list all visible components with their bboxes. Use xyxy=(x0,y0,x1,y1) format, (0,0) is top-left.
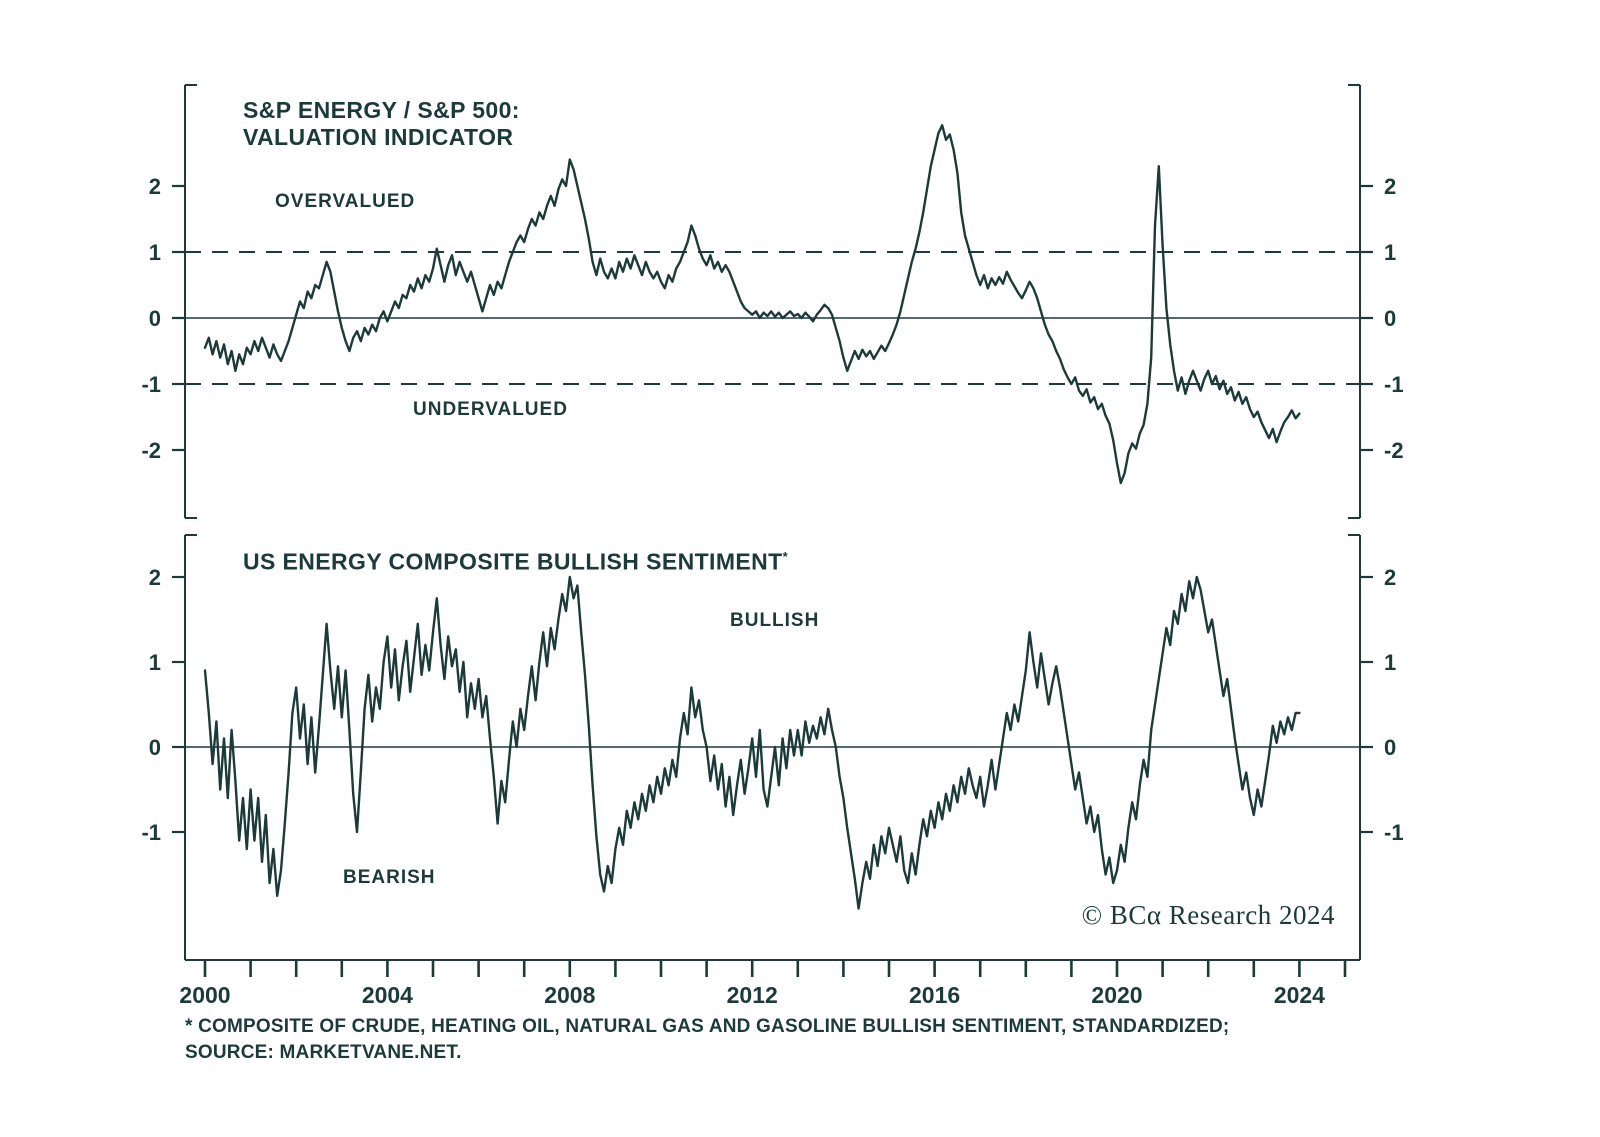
svg-text:2: 2 xyxy=(149,174,161,199)
svg-text:1: 1 xyxy=(1384,650,1396,675)
annotation-undervalued: UNDERVALUED xyxy=(413,399,568,420)
svg-text:2016: 2016 xyxy=(909,982,960,1008)
svg-text:2008: 2008 xyxy=(544,982,595,1008)
footnote-line1: * COMPOSITE OF CRUDE, HEATING OIL, NATUR… xyxy=(185,1016,1230,1037)
svg-text:2020: 2020 xyxy=(1091,982,1142,1008)
svg-text:2000: 2000 xyxy=(179,982,230,1008)
svg-text:2004: 2004 xyxy=(362,982,413,1008)
svg-text:0: 0 xyxy=(1384,306,1396,331)
svg-text:-1: -1 xyxy=(141,820,161,845)
copyright-text: © BCα Research 2024 xyxy=(1081,900,1335,930)
svg-text:0: 0 xyxy=(1384,735,1396,760)
svg-text:0: 0 xyxy=(149,306,161,331)
top-panel-title-line2: VALUATION INDICATOR xyxy=(243,124,514,150)
svg-text:2012: 2012 xyxy=(727,982,778,1008)
top-panel-title-line1: S&P ENERGY / S&P 500: xyxy=(243,97,520,123)
svg-text:2: 2 xyxy=(1384,565,1396,590)
svg-text:-2: -2 xyxy=(1384,438,1404,463)
footnote-line2: SOURCE: MARKETVANE.NET. xyxy=(185,1042,462,1063)
svg-text:1: 1 xyxy=(1384,240,1396,265)
bottom-panel-title: US ENERGY COMPOSITE BULLISH SENTIMENT* xyxy=(243,543,788,576)
annotation-bullish: BULLISH xyxy=(730,610,820,631)
svg-text:2024: 2024 xyxy=(1274,982,1325,1008)
svg-text:-1: -1 xyxy=(141,372,161,397)
svg-text:-2: -2 xyxy=(141,438,161,463)
bottom-panel-title-text: US ENERGY COMPOSITE BULLISH SENTIMENT xyxy=(243,548,783,575)
svg-text:1: 1 xyxy=(149,650,161,675)
svg-text:-1: -1 xyxy=(1384,372,1404,397)
annotation-bearish: BEARISH xyxy=(343,867,436,888)
svg-text:2: 2 xyxy=(1384,174,1396,199)
annotation-overvalued: OVERVALUED xyxy=(275,191,416,212)
svg-text:0: 0 xyxy=(149,735,161,760)
bottom-panel-title-asterisk: * xyxy=(782,549,789,564)
svg-text:-1: -1 xyxy=(1384,820,1404,845)
svg-text:1: 1 xyxy=(149,240,161,265)
svg-text:2: 2 xyxy=(149,565,161,590)
